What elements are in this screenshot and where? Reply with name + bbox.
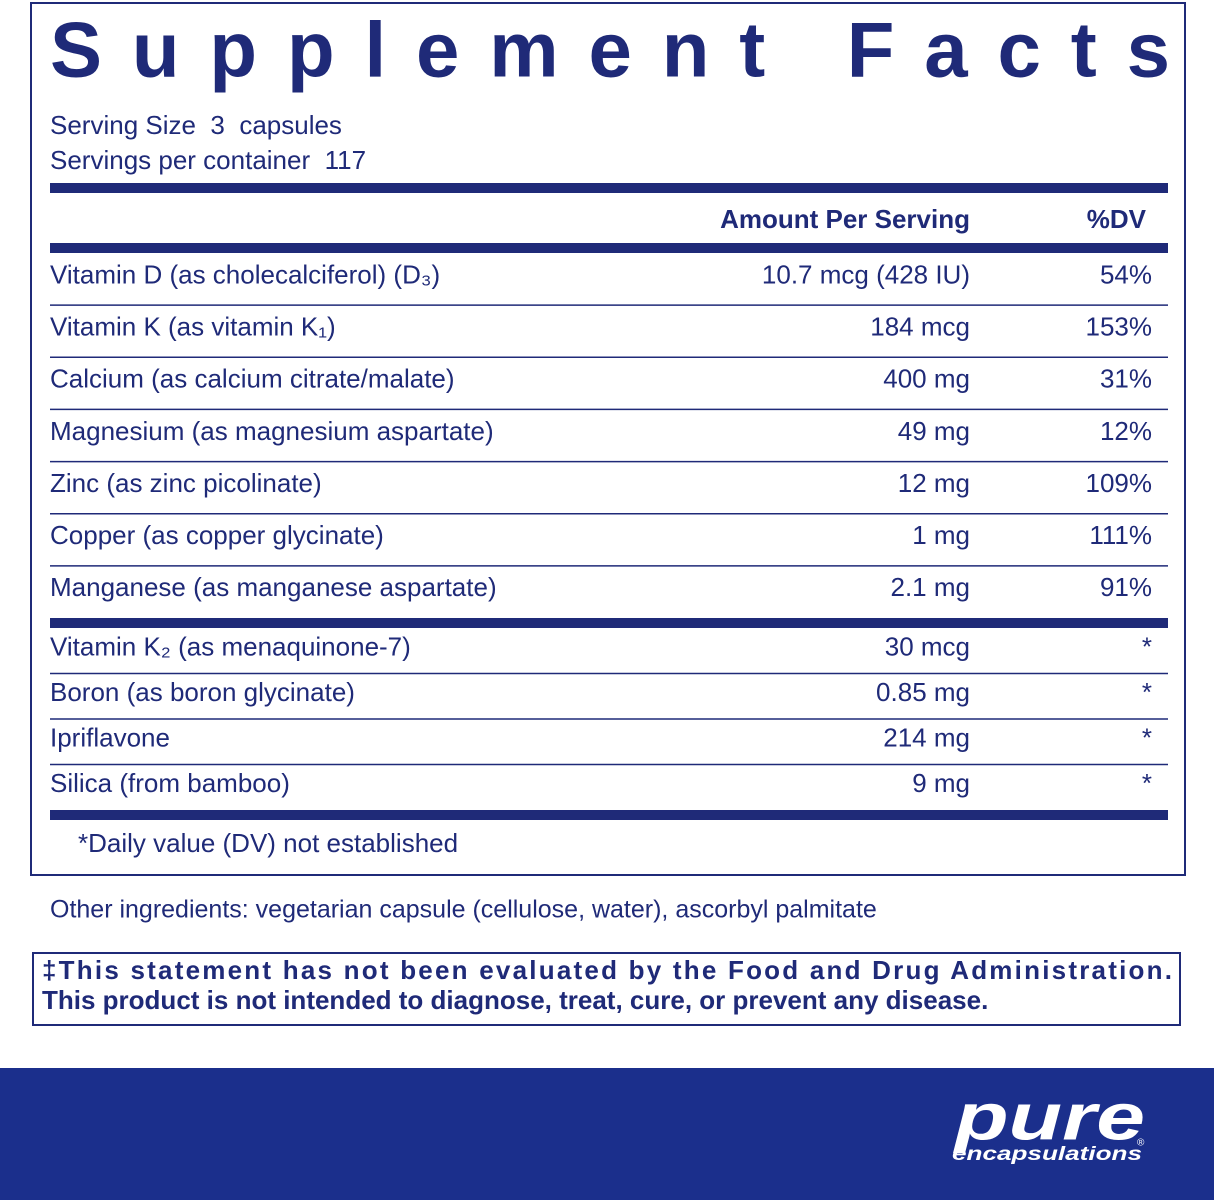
serving-size: Serving Size 3 capsules (50, 110, 342, 140)
rows: Vitamin D (as cholecalciferol) (D₃) 10.7 … (50, 259, 1168, 798)
nutrient-amount: 30 mcg (885, 631, 970, 661)
thick-rule (50, 810, 1168, 820)
nutrient-name: Copper (as copper glycinate) (50, 520, 384, 550)
nutrient-name: Vitamin K₂ (as menaquinone-7) (50, 631, 411, 661)
nutrient-dv: 54% (1100, 259, 1152, 289)
footer-band (0, 1068, 1214, 1200)
nutrient-amount: 49 mg (898, 416, 970, 446)
footnote: *Daily value (DV) not established (78, 828, 458, 858)
servings-per-container: Servings per container 117 (50, 145, 366, 175)
nutrient-name: Ipriflavone (50, 722, 170, 752)
nutrient-amount: 400 mg (883, 364, 970, 394)
other-ingredients: Other ingredients: vegetarian capsule (c… (50, 896, 877, 924)
disclaimer-line: This product is not intended to diagnose… (42, 985, 988, 1015)
nutrient-amount: 184 mcg (870, 311, 970, 341)
nutrient-name: Vitamin D (as cholecalciferol) (D₃) (50, 259, 440, 289)
disclaimer-line: ‡This statement has not been evaluated b… (42, 955, 1172, 985)
thick-rule (50, 618, 1168, 628)
title: Supplement Facts (50, 6, 1170, 94)
nutrient-dv: 153% (1086, 311, 1153, 341)
nutrient-dv: * (1142, 677, 1152, 707)
nutrient-amount: 0.85 mg (876, 677, 970, 707)
thick-rule (50, 183, 1168, 193)
nutrient-amount: 10.7 mcg (428 IU) (762, 259, 970, 289)
nutrient-dv: 111% (1089, 520, 1152, 550)
nutrient-name: Magnesium (as magnesium aspartate) (50, 416, 494, 446)
nutrient-name: Silica (from bamboo) (50, 768, 290, 798)
logo-mark: ® (1137, 1138, 1145, 1149)
header-dv: %DV (1087, 204, 1147, 234)
thick-rule (50, 243, 1168, 253)
nutrient-name: Vitamin K (as vitamin K₁) (50, 311, 336, 341)
nutrient-amount: 214 mg (883, 722, 970, 752)
nutrient-amount: 2.1 mg (891, 572, 971, 602)
logo-name: pure (952, 1079, 1145, 1153)
disclaimer-box (32, 952, 1181, 1026)
nutrient-dv: 109% (1086, 468, 1153, 498)
header-amount: Amount Per Serving (720, 204, 970, 234)
nutrient-dv: 12% (1100, 416, 1152, 446)
nutrient-name: Calcium (as calcium citrate/malate) (50, 364, 455, 394)
nutrient-amount: 12 mg (898, 468, 970, 498)
nutrient-dv: * (1142, 631, 1152, 661)
nutrient-amount: 9 mg (912, 768, 970, 798)
nutrient-dv: 91% (1100, 572, 1152, 602)
nutrient-amount: 1 mg (912, 520, 970, 550)
nutrient-dv: 31% (1100, 364, 1152, 394)
nutrient-dv: * (1142, 722, 1152, 752)
nutrient-name: Manganese (as manganese aspartate) (50, 572, 497, 602)
nutrient-name: Boron (as boron glycinate) (50, 677, 355, 707)
nutrient-dv: * (1142, 768, 1152, 798)
nutrient-name: Zinc (as zinc picolinate) (50, 468, 322, 498)
logo-tagline: encapsulations (952, 1144, 1142, 1165)
facts-box (30, 2, 1186, 876)
